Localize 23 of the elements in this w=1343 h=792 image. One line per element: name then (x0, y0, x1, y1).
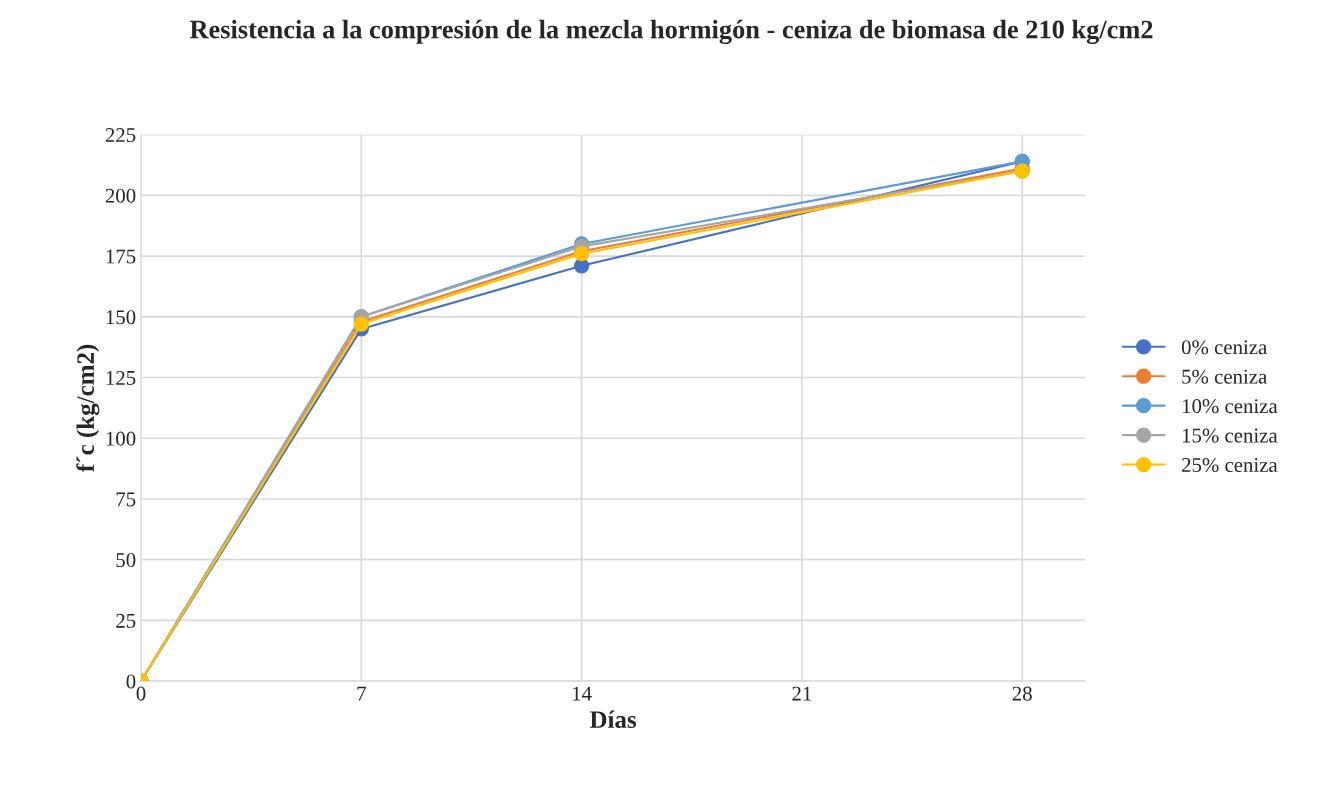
legend-label: 25% ceniza (1182, 457, 1278, 473)
x-tick-label: 14 (573, 686, 592, 701)
x-axis-title: Días (589, 710, 637, 729)
y-tick-label: 100 (106, 431, 136, 446)
y-tick-label: 75 (116, 492, 136, 507)
y-tick-label: 150 (106, 310, 136, 325)
y-tick-label: 50 (116, 553, 136, 568)
y-tick-label: 200 (105, 188, 136, 203)
chart-title: Resistencia a la compresión de la mezcla hormigón - ceniza de biomasa de 210 kg/cm2 (189, 19, 1153, 44)
legend-label: 5% ceniza (1182, 369, 1267, 384)
x-tick-label: 0 (136, 686, 146, 701)
y-tick-label: 175 (106, 249, 136, 264)
y-tick-label: 25 (116, 613, 136, 628)
y-axis-title: f´c (kg/cm2) (76, 344, 100, 472)
y-tick-label: 0 (126, 674, 136, 689)
x-tick-label: 7 (357, 686, 366, 701)
legend-label: 15% ceniza (1182, 428, 1278, 443)
y-tick-label: 225 (105, 128, 136, 143)
y-tick-label: 125 (106, 370, 136, 385)
legend-label: 10% ceniza (1182, 399, 1278, 414)
legend-label: 0% ceniza (1181, 340, 1267, 355)
x-tick-label: 21 (792, 686, 812, 701)
x-tick-label: 28 (1012, 686, 1032, 701)
